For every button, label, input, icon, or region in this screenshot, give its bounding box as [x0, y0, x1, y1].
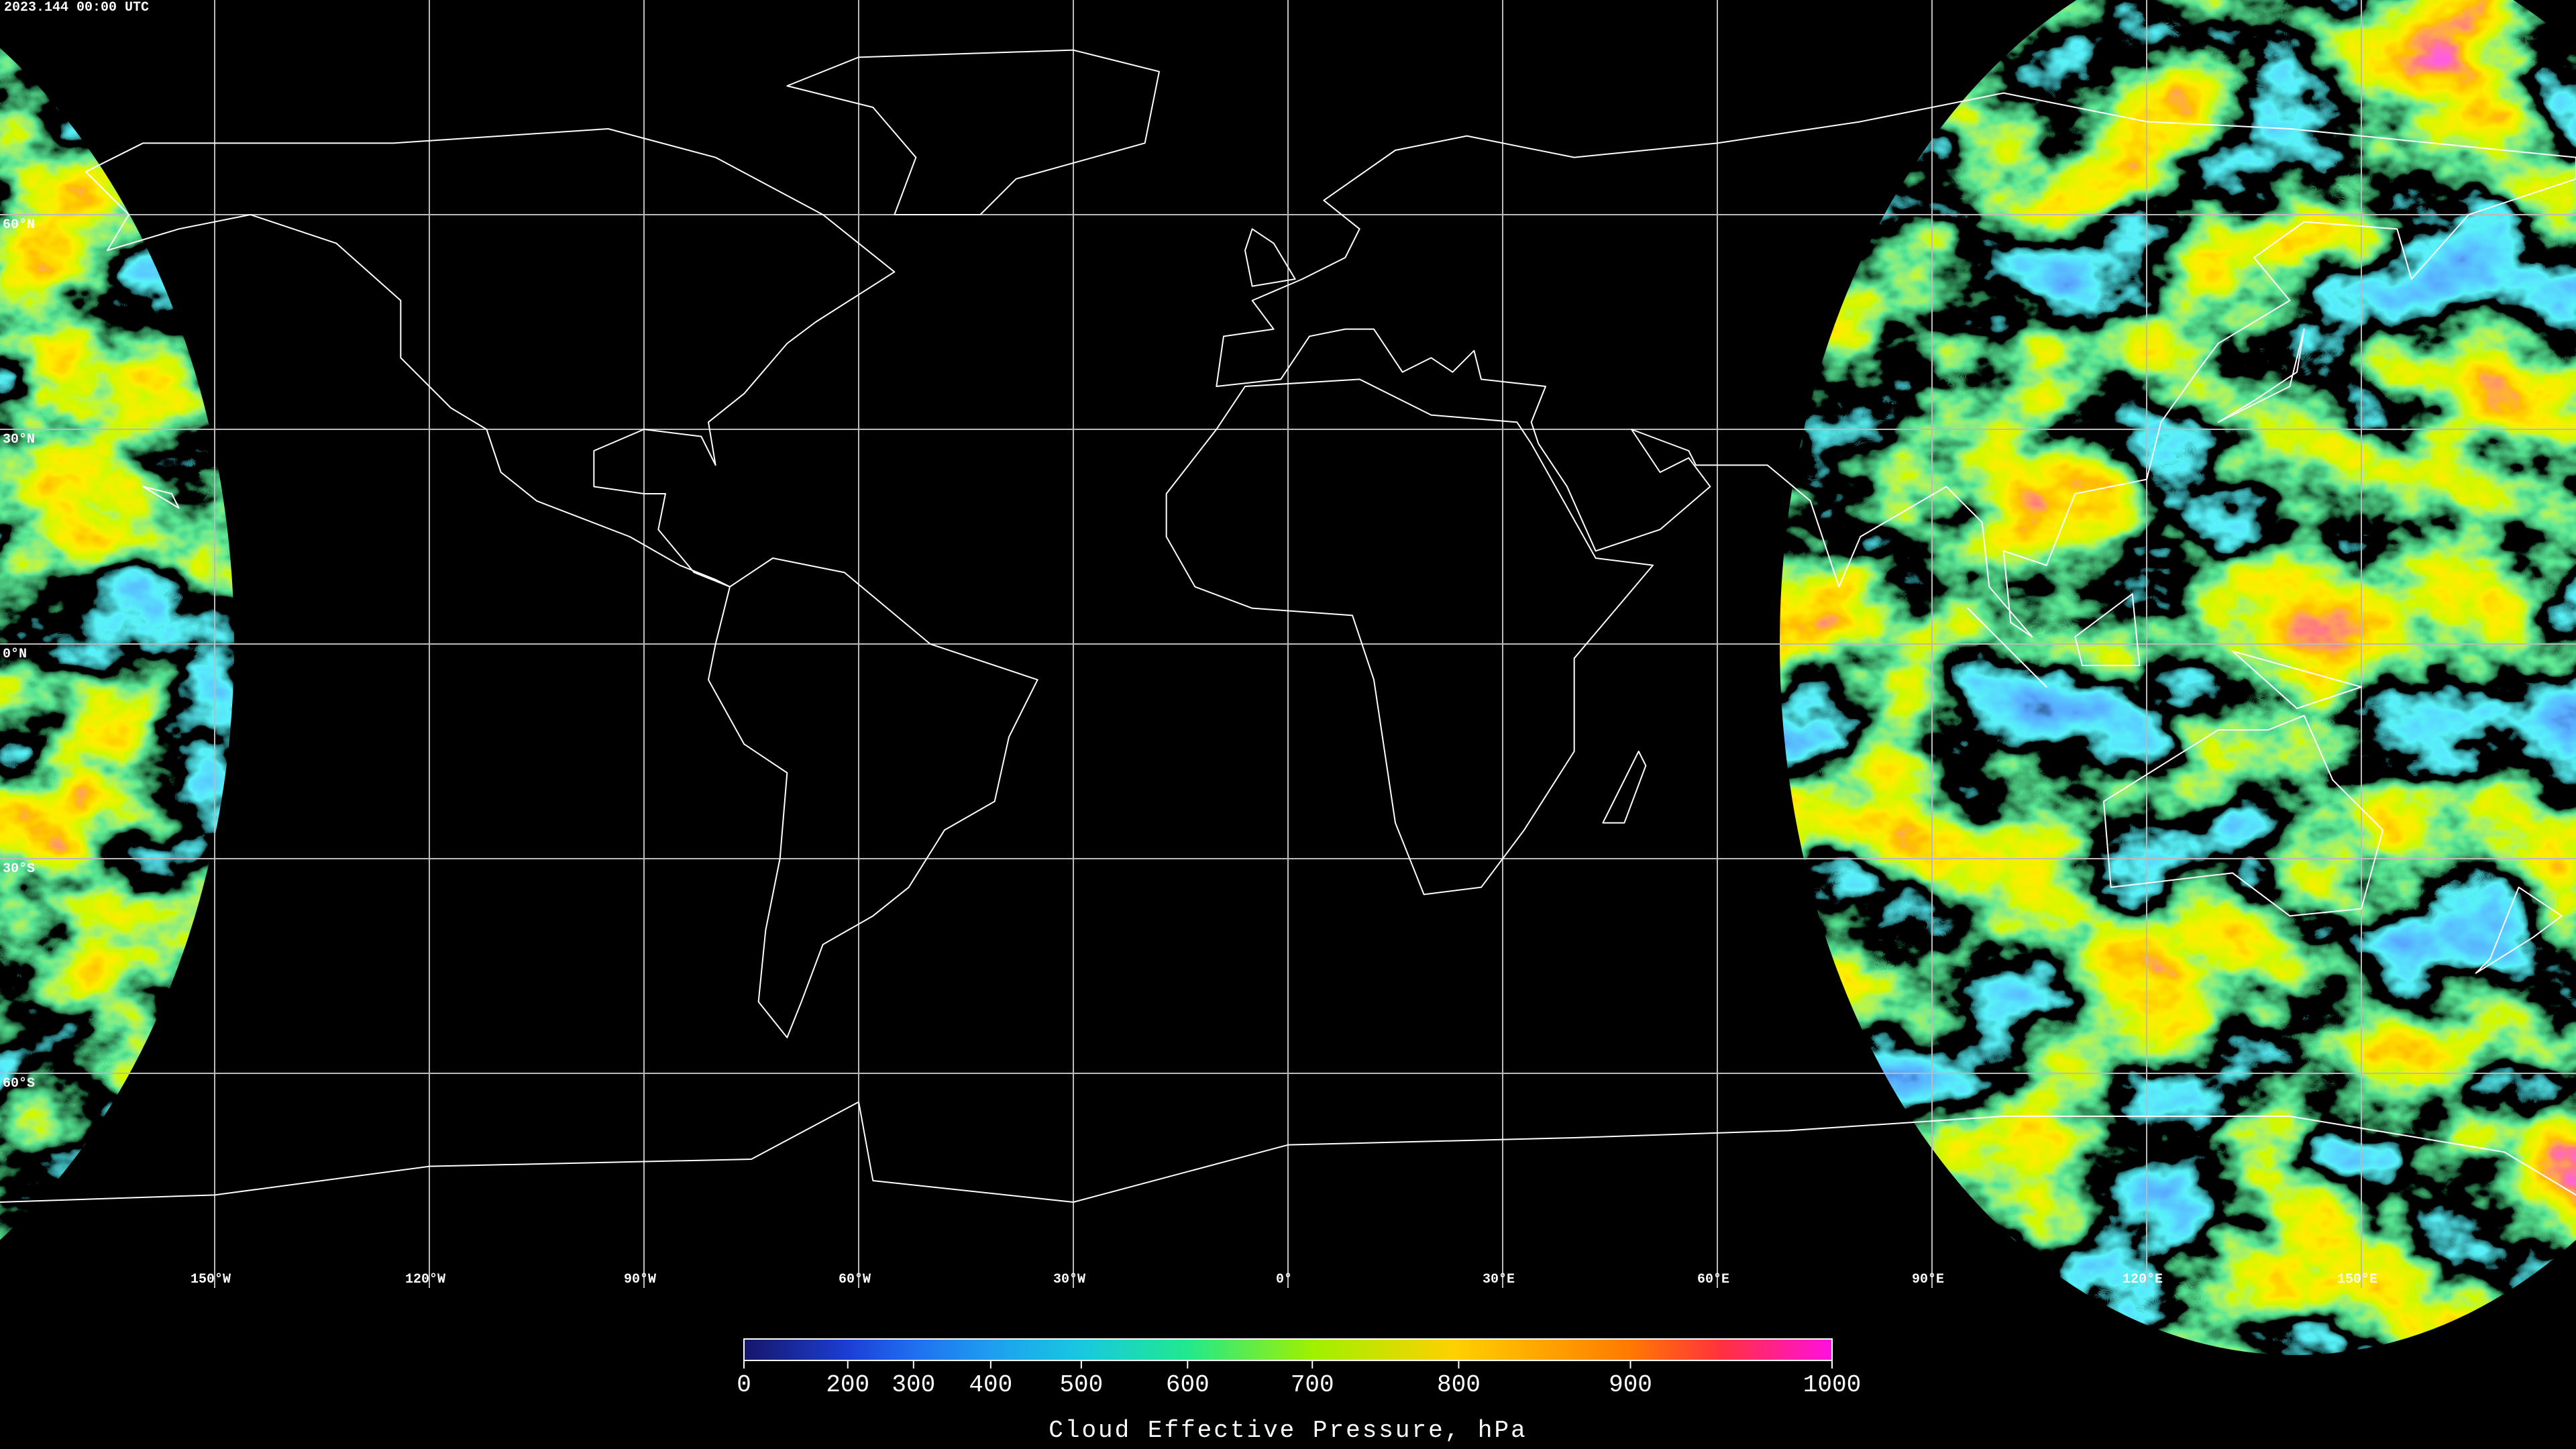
y-tick-label: 30°S — [3, 861, 35, 877]
colorbar-tick-label: 400 — [969, 1371, 1012, 1399]
y-tick-label: 60°S — [3, 1076, 35, 1091]
coastline — [787, 50, 1159, 215]
coastline — [2104, 716, 2383, 916]
colorbar-tick-label: 700 — [1291, 1371, 1334, 1399]
coastline — [0, 1102, 2576, 1202]
y-tick-label: 60°N — [3, 217, 35, 233]
x-tick-label: 90°E — [1912, 1272, 1944, 1287]
x-tick-label: 150°W — [191, 1272, 231, 1287]
coastline — [1167, 379, 1653, 894]
x-tick-label: 0° — [1276, 1272, 1292, 1287]
coastline — [1216, 93, 2576, 637]
colorbar-tick-label: 500 — [1059, 1371, 1103, 1399]
coastline — [86, 129, 894, 587]
timestamp: 2023.144 00:00 UTC — [4, 0, 149, 15]
colorbar-label: Cloud Effective Pressure, hPa — [1049, 1417, 1527, 1444]
y-tick-label: 0°N — [3, 647, 27, 662]
colorbar-tick-label: 0 — [737, 1371, 751, 1399]
colorbar-tick-label: 600 — [1166, 1371, 1210, 1399]
colorbar — [743, 1338, 1833, 1361]
x-tick-label: 60°E — [1697, 1272, 1729, 1287]
x-tick-label: 90°W — [624, 1272, 656, 1287]
x-tick-label: 30°E — [1483, 1272, 1515, 1287]
x-tick-label: 120°E — [2123, 1272, 2163, 1287]
x-tick-label: 30°W — [1053, 1272, 1085, 1287]
coastline — [143, 229, 2561, 973]
colorbar-tick-label: 900 — [1609, 1371, 1652, 1399]
colorbar-tick-label: 300 — [892, 1371, 935, 1399]
colorbar-tick-label: 1000 — [1803, 1371, 1861, 1399]
y-tick-label: 30°N — [3, 432, 35, 447]
x-tick-label: 60°W — [839, 1272, 871, 1287]
colorbar-tick-label: 800 — [1437, 1371, 1481, 1399]
x-tick-label: 150°E — [2337, 1272, 2377, 1287]
colorbar-ticks: 0 200 300 400 500 600 700 800 900 1000 — [737, 1360, 1861, 1399]
coastlines — [0, 50, 2576, 1202]
coastline — [708, 558, 1038, 1038]
x-tick-label: 120°W — [405, 1272, 445, 1287]
colorbar-tick-label: 200 — [826, 1371, 869, 1399]
graticule — [0, 0, 2576, 1288]
